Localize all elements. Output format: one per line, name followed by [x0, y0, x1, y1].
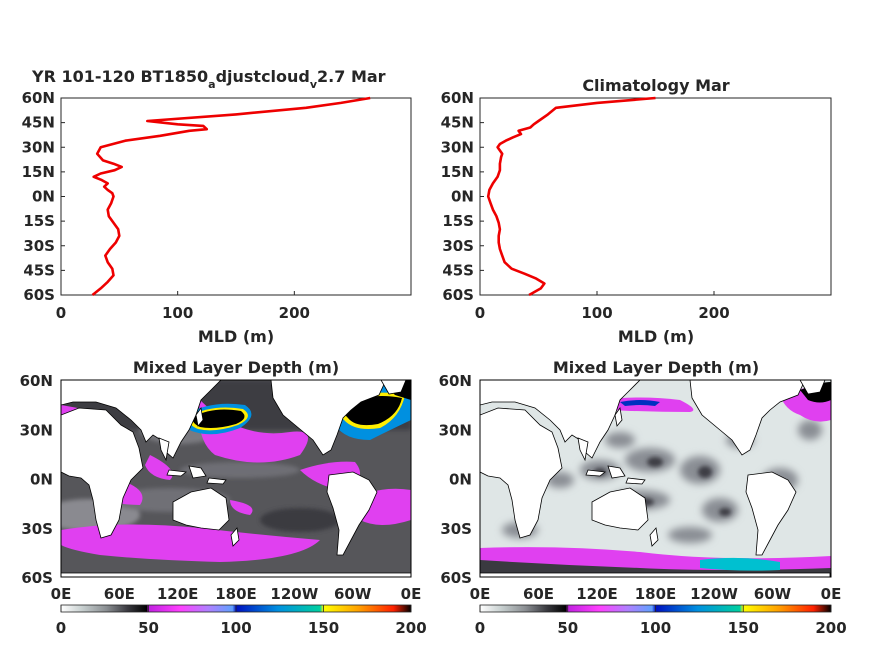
- y-tick-label: 0N: [30, 471, 53, 489]
- y-tick-label: 30N: [439, 421, 472, 439]
- y-tick-label: 60S: [23, 286, 55, 304]
- y-tick-label: 30S: [23, 237, 55, 255]
- x-tick-label: 180E: [215, 585, 257, 603]
- x-tick-label: 200: [279, 304, 310, 322]
- colorbar-tick-label: 0: [56, 619, 66, 637]
- x-tick-label: 0E: [51, 585, 72, 603]
- panel-title-climatology: Climatology Mar: [582, 76, 729, 95]
- map-panel-model: Mixed Layer Depth (m): [20, 358, 427, 637]
- y-tick-label: 45S: [23, 261, 55, 279]
- y-tick-label: 60S: [440, 569, 472, 587]
- y-tick-label: 15N: [22, 163, 55, 181]
- colorbar-tick-labels: 0 50 100 150 200: [56, 605, 427, 637]
- y-tick-label: 60N: [441, 89, 474, 107]
- x-tick-labels: 0 100 200: [475, 291, 730, 322]
- y-tick-label: 15S: [23, 212, 55, 230]
- x-tick-label: 60W: [334, 585, 372, 603]
- mld-profile-line: [91, 96, 371, 297]
- y-tick-label: 15N: [441, 163, 474, 181]
- x-tick-label: 60E: [523, 585, 554, 603]
- y-tick-labels: 60N 30N 0N 30S 60S: [439, 372, 472, 587]
- x-tick-label: 0: [475, 304, 485, 322]
- x-tick-labels: 0E 60E 120E 180E 120W 60W 0E: [470, 585, 842, 603]
- y-tick-label: 60N: [439, 372, 472, 390]
- x-tick-label: 120W: [690, 585, 738, 603]
- x-tick-label: 100: [581, 304, 612, 322]
- y-tick-labels: 60N 45N 30N 15N 0N 15S 30S 45S 60S: [22, 89, 65, 304]
- plot-frame: [479, 97, 832, 296]
- y-tick-label: 0N: [451, 188, 474, 206]
- panel-title-model: YR 101-120 BT1850adjustcloudv2.7 Mar: [31, 67, 386, 91]
- colorbar-tick-label: 100: [640, 619, 671, 637]
- x-tick-labels: 0 100 200: [56, 291, 310, 322]
- colorbar-tick-label: 50: [557, 619, 578, 637]
- map-panel-climatology: Mixed Layer Depth (m): [439, 358, 847, 637]
- series-line: [91, 96, 371, 297]
- colorbar-tick-label: 150: [308, 619, 339, 637]
- colorbar: 0 50 100 150 200: [56, 604, 427, 637]
- y-tick-labels: 60N 30N 0N 30S 60S: [20, 372, 53, 587]
- y-tick-label: 60S: [21, 569, 53, 587]
- x-tick-label: 60E: [104, 585, 135, 603]
- x-tick-label: 0E: [821, 585, 842, 603]
- y-tick-label: 30N: [20, 421, 53, 439]
- y-tick-labels: 60N 45N 30N 15N 0N 15S 30S 45S 60S: [441, 89, 484, 304]
- x-tick-label: 60W: [754, 585, 792, 603]
- x-tick-label: 120W: [270, 585, 318, 603]
- x-tick-label: 0E: [401, 585, 422, 603]
- colorbar-tick-label: 200: [395, 619, 426, 637]
- colorbar-tick-label: 150: [728, 619, 759, 637]
- x-axis-label: MLD (m): [618, 327, 694, 346]
- x-tick-labels: 0E 60E 120E 180E 120W 60W 0E: [51, 585, 422, 603]
- y-tick-label: 30S: [442, 237, 474, 255]
- map-frame: [479, 379, 832, 578]
- y-tick-label: 60S: [442, 286, 474, 304]
- y-tick-label: 30N: [441, 138, 474, 156]
- y-tick-label: 30S: [440, 520, 472, 538]
- x-tick-label: 120E: [157, 585, 199, 603]
- panel-title-map-climatology: Mixed Layer Depth (m): [553, 358, 759, 377]
- colorbar-tick-labels: 0 50 100 150 200: [475, 605, 847, 637]
- x-tick-label: 0E: [470, 585, 491, 603]
- y-tick-label: 30S: [21, 520, 53, 538]
- x-tick-label: 100: [162, 304, 193, 322]
- y-tick-label: 0N: [32, 188, 55, 206]
- y-tick-label: 60N: [22, 89, 55, 107]
- x-tick-label: 0: [56, 304, 66, 322]
- colorbar-tick-label: 50: [138, 619, 159, 637]
- colorbar-tick-label: 100: [220, 619, 251, 637]
- y-tick-label: 45S: [442, 261, 474, 279]
- colorbar-tick-label: 200: [815, 619, 846, 637]
- x-axis-label: MLD (m): [198, 327, 274, 346]
- y-tick-label: 0N: [449, 471, 472, 489]
- y-tick-label: 15S: [442, 212, 474, 230]
- panel-title-map-model: Mixed Layer Depth (m): [133, 358, 339, 377]
- colorbar-tick-label: 0: [475, 619, 485, 637]
- colorbar: 0 50 100 150 200: [475, 604, 847, 637]
- profile-panel-climatology: Climatology Mar 60N45N30N15N0N15S30S45S6…: [441, 76, 832, 346]
- y-tick-label: 30N: [22, 138, 55, 156]
- y-tick-label: 60N: [20, 372, 53, 390]
- y-tick-label: 45N: [441, 114, 474, 132]
- deep-mixing-north-pacific: [183, 403, 252, 435]
- x-tick-label: 200: [698, 304, 729, 322]
- map-frame: [60, 379, 412, 578]
- y-tick-label: 45N: [22, 114, 55, 132]
- x-tick-label: 120E: [576, 585, 618, 603]
- x-tick-label: 180E: [635, 585, 677, 603]
- mld-profile-line: [486, 96, 656, 297]
- series-line: [486, 96, 656, 297]
- profile-panel-model: YR 101-120 BT1850adjustcloudv2.7 Mar 60N…: [22, 67, 412, 346]
